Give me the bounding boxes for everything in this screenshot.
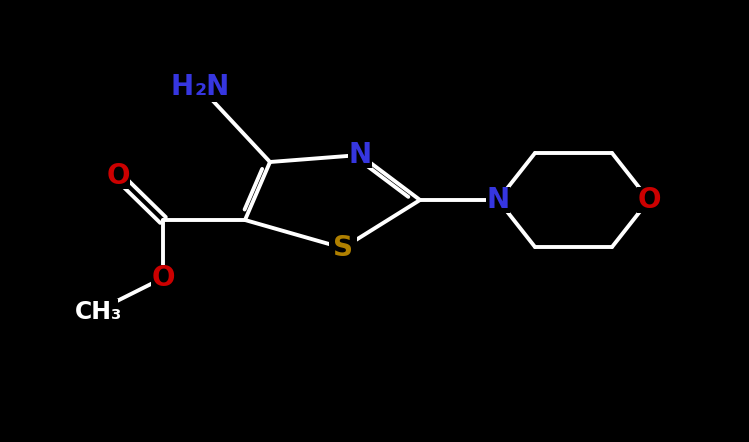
- Text: O: O: [106, 162, 130, 190]
- Bar: [80, 299, 118, 325]
- Text: S: S: [333, 234, 353, 262]
- Text: CH₃: CH₃: [76, 300, 123, 324]
- Bar: [348, 142, 372, 168]
- Bar: [177, 72, 247, 102]
- Text: H: H: [171, 73, 194, 101]
- Text: N: N: [348, 141, 372, 169]
- Bar: [106, 163, 130, 189]
- Bar: [486, 187, 510, 213]
- Bar: [637, 187, 661, 213]
- Bar: [151, 265, 175, 291]
- Bar: [329, 234, 357, 262]
- Text: ₂N: ₂N: [194, 73, 229, 101]
- Text: O: O: [151, 264, 175, 292]
- Text: N: N: [486, 186, 509, 214]
- Text: O: O: [637, 186, 661, 214]
